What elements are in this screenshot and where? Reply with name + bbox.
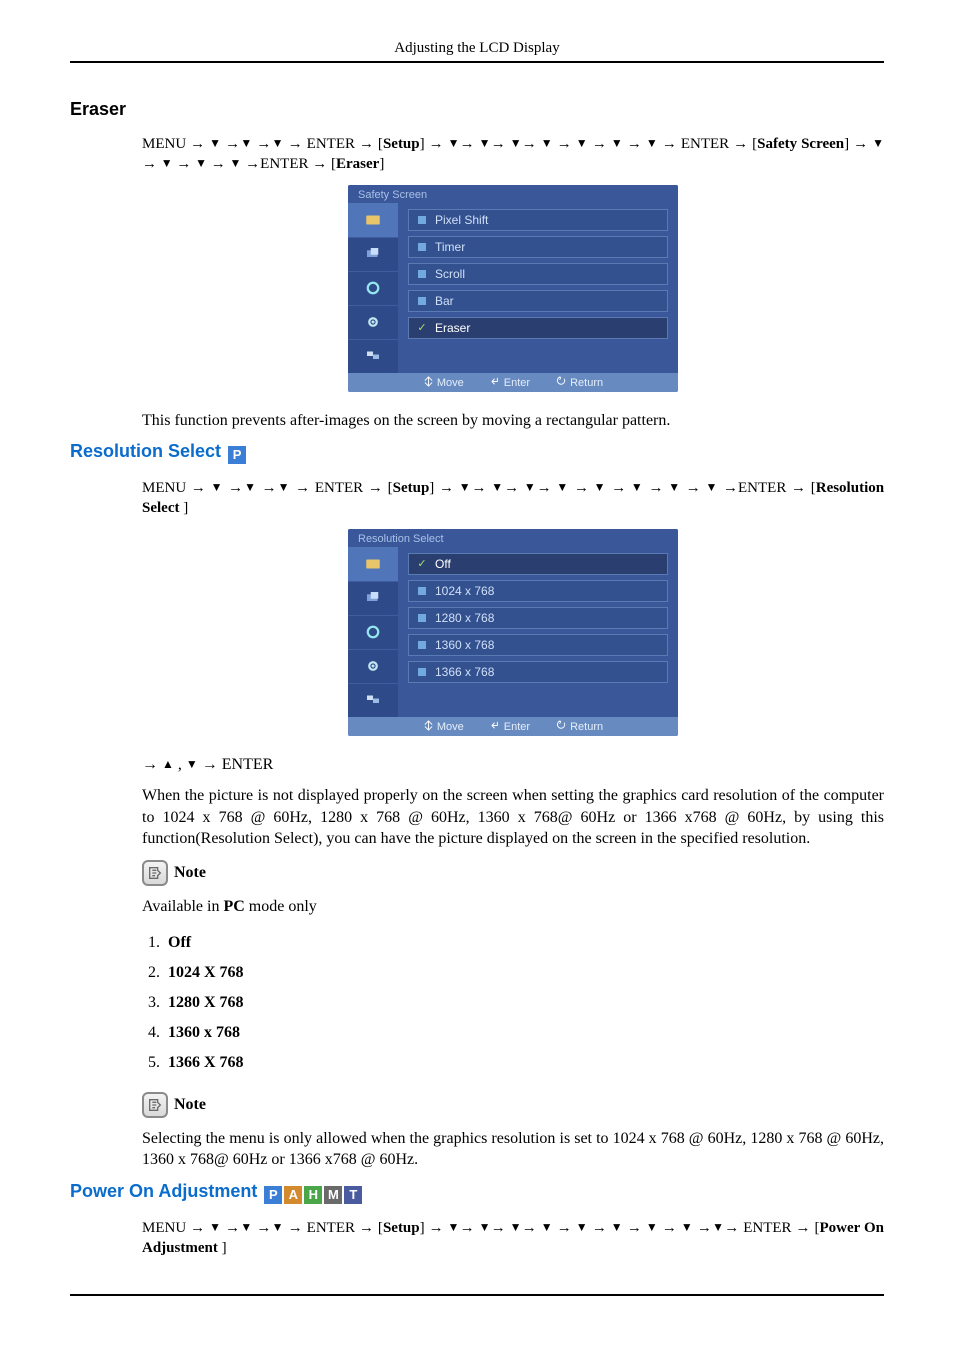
note-label: Note <box>174 864 206 882</box>
osd-item-label: 1360 x 768 <box>435 638 494 652</box>
resolution-nav-seq: MENU → ▼ →▼ →▼ → ENTER → [Setup] → ▼→ ▼→… <box>142 478 884 519</box>
osd-tabs <box>348 547 398 717</box>
osd-item: 1360 x 768 <box>408 634 668 656</box>
osd-footer-return: Return <box>556 720 603 733</box>
osd-footer-return: Return <box>556 376 603 389</box>
checkbox-icon <box>417 215 427 225</box>
osd-title: Resolution Select <box>348 529 678 547</box>
osd-tab-picture-icon <box>348 547 398 581</box>
osd-item: Pixel Shift <box>408 209 668 231</box>
osd-item: 1024 x 768 <box>408 580 668 602</box>
checkbox-icon <box>417 586 427 596</box>
osd-tab-setup-icon <box>348 615 398 649</box>
note-icon <box>142 1092 168 1118</box>
resolution-list: Off 1024 X 768 1280 X 768 1360 x 768 136… <box>164 928 884 1078</box>
heading-label: Resolution Select <box>70 441 221 461</box>
heading-label: Power On Adjustment <box>70 1181 257 1201</box>
checkbox-icon <box>417 640 427 650</box>
eraser-osd-screenshot: Safety Screen Pixel Shift Timer Scroll B… <box>142 185 884 392</box>
eraser-nav-seq: MENU → ▼ →▼ →▼ → ENTER → [Setup] → ▼→ ▼→… <box>142 134 884 175</box>
osd-tab-multi-icon <box>348 339 398 373</box>
osd-item: Bar <box>408 290 668 312</box>
power-nav-seq: MENU → ▼ →▼ →▼ → ENTER → [Setup] → ▼→ ▼→… <box>142 1218 884 1259</box>
resolution-desc: When the picture is not displayed proper… <box>142 785 884 850</box>
osd-tab-multi-icon <box>348 683 398 717</box>
osd-item-label: Eraser <box>435 321 470 335</box>
heading-power-on-adjustment: Power On Adjustment PAHMT <box>70 1181 884 1204</box>
osd-item-label: 1024 x 768 <box>435 584 494 598</box>
note-label: Note <box>174 1096 206 1114</box>
osd-item: 1280 x 768 <box>408 607 668 629</box>
osd-item-label: Off <box>435 557 451 571</box>
osd-item-label: 1366 x 768 <box>435 665 494 679</box>
note1-text: Available in PC mode only <box>142 896 884 918</box>
osd-tab-setup-icon <box>348 271 398 305</box>
footer-rule <box>70 1294 884 1296</box>
list-item: 1366 X 768 <box>164 1048 884 1078</box>
resolution-enter-seq: → ▲ , ▼ → ENTER <box>142 754 884 776</box>
badge-a-icon: A <box>284 1186 302 1204</box>
osd-item-selected: Off <box>408 553 668 575</box>
osd-item-label: Pixel Shift <box>435 213 488 227</box>
osd-footer-move: Move <box>423 376 464 389</box>
osd-tab-gear-icon <box>348 649 398 683</box>
heading-resolution-select: Resolution Select P <box>70 441 884 464</box>
list-item: 1024 X 768 <box>164 958 884 988</box>
osd-footer-enter: Enter <box>490 720 530 733</box>
osd-tab-input-icon <box>348 581 398 615</box>
page-title: Adjusting the LCD Display <box>394 40 559 56</box>
list-item: 1360 x 768 <box>164 1018 884 1048</box>
checkbox-icon <box>417 242 427 252</box>
osd-item-label: Timer <box>435 240 465 254</box>
badge-p-icon: P <box>264 1186 282 1204</box>
checkbox-icon <box>417 667 427 677</box>
eraser-desc: This function prevents after-images on t… <box>142 410 884 432</box>
osd-item: Scroll <box>408 263 668 285</box>
osd-footer-move: Move <box>423 720 464 733</box>
note-icon <box>142 860 168 886</box>
note-row: Note <box>142 860 884 886</box>
osd-item-label: 1280 x 768 <box>435 611 494 625</box>
osd-item: 1366 x 768 <box>408 661 668 683</box>
osd-title: Safety Screen <box>348 185 678 203</box>
page-header: Adjusting the LCD Display <box>70 40 884 63</box>
osd-tab-input-icon <box>348 237 398 271</box>
osd-tabs <box>348 203 398 373</box>
osd-tab-picture-icon <box>348 203 398 237</box>
osd-footer: Move Enter Return <box>348 717 678 736</box>
badge-t-icon: T <box>344 1186 362 1204</box>
badge-m-icon: M <box>324 1186 342 1204</box>
osd-item: Timer <box>408 236 668 258</box>
checkbox-icon <box>417 613 427 623</box>
checkbox-icon <box>417 269 427 279</box>
note-row: Note <box>142 1092 884 1118</box>
note2-text: Selecting the menu is only allowed when … <box>142 1128 884 1171</box>
resolution-osd-screenshot: Resolution Select Off 1024 x 768 1280 x … <box>142 529 884 736</box>
badge-h-icon: H <box>304 1186 322 1204</box>
osd-item-selected: Eraser <box>408 317 668 339</box>
badge-p-icon: P <box>228 446 246 464</box>
list-item: Off <box>164 928 884 958</box>
osd-footer-enter: Enter <box>490 376 530 389</box>
check-icon <box>417 559 427 569</box>
osd-footer: Move Enter Return <box>348 373 678 392</box>
checkbox-icon <box>417 296 427 306</box>
list-item: 1280 X 768 <box>164 988 884 1018</box>
osd-item-label: Bar <box>435 294 454 308</box>
osd-item-label: Scroll <box>435 267 465 281</box>
check-icon <box>417 323 427 333</box>
osd-tab-gear-icon <box>348 305 398 339</box>
heading-eraser: Eraser <box>70 99 884 120</box>
